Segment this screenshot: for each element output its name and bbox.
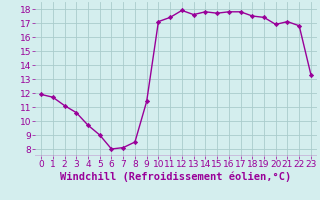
X-axis label: Windchill (Refroidissement éolien,°C): Windchill (Refroidissement éolien,°C) <box>60 172 292 182</box>
